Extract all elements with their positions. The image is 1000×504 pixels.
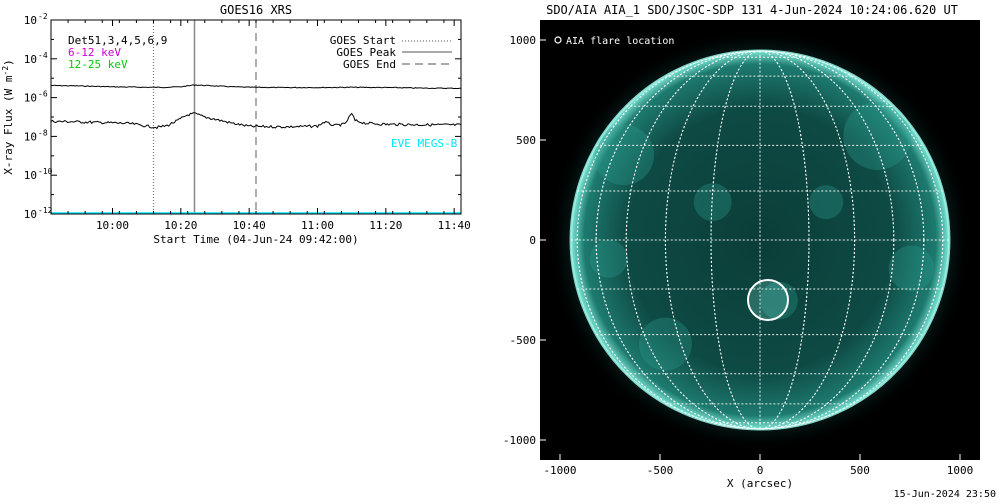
y-tick-exponent: -4 [38,51,48,60]
aia-image-title: SDO/AIA AIA_1 SDO/JSOC-SDP 131 4-Jun-202… [546,3,958,17]
aia-y-axis: -1000 -500 0 500 1000 [503,34,546,447]
flare-location-circle [747,279,789,321]
longitude-line [625,50,895,430]
flare-legend-label: AIA flare location [566,36,674,47]
plot-timestamp-footer: 15-Jun-2024 23:50 [894,489,996,500]
active-region-glow [843,101,912,170]
legend-goes-end: GOES End [343,58,396,71]
active-region-glow [638,317,692,371]
xrs-short-channel-series [51,112,461,130]
y-tick-exponent: -10 [38,167,53,176]
active-region-glow [888,245,935,292]
aia-x-axis-label: X (arcsec) [727,477,793,490]
longitude-line [710,50,810,430]
aia-y-tick-label: 500 [516,134,536,147]
y-tick-label: 10 [24,130,37,143]
active-region-glow [760,281,798,320]
legend-6-12-kev: 6-12 keV [68,46,121,59]
y-tick-label: 10 [24,53,37,66]
y-tick-exponent: -2 [38,12,48,21]
heliographic-grid [570,50,950,430]
y-tick-label: 10 [24,14,37,27]
xrs-long-channel-series [51,84,461,90]
longitude-line [576,50,944,430]
y-tick-label: 10 [24,208,37,221]
flare-location-marker [747,279,789,321]
goes-x-axis-label: Start Time (04-Jun-24 09:42:00) [153,233,358,246]
active-region-glow [593,124,655,186]
y-tick-label: 10 [24,92,37,105]
aia-x-tick-label: 1000 [947,464,974,477]
y-tick-exponent: -6 [38,90,48,99]
flare-legend-symbol [554,36,562,44]
goes-chart-title: GOES16 XRS [220,3,292,17]
aia-y-tick-label: 1000 [510,34,537,47]
x-tick-label: 10:40 [233,219,266,232]
x-tick-label: 10:00 [96,219,129,232]
eve-megs-b-label: EVE MEGS-B [391,137,458,150]
active-region-glow [809,185,844,220]
y-tick-label: 10 [24,169,37,182]
goes-y-axis-label: X-ray Flux (W m-2) [1,59,15,175]
goes-x-axis: 10:00 10:20 10:40 11:00 11:20 11:40 [50,20,471,232]
longitude-line [664,50,856,430]
legend-detectors: Det51,3,4,5,6,9 [68,34,167,47]
y-tick-exponent: -8 [38,128,48,137]
aia-x-axis: -1000 -500 0 500 1000 [543,454,973,477]
aia-y-tick-label: -500 [510,334,537,347]
legend-goes-start: GOES Start [330,34,396,47]
aia-x-tick-label: 500 [850,464,870,477]
x-tick-label: 11:20 [369,219,402,232]
legend-12-25-kev: 12-25 keV [68,58,128,71]
x-tick-label: 11:00 [301,219,334,232]
x-tick-label: 10:20 [164,219,197,232]
active-region-glow [693,183,732,222]
y-tick-exponent: -12 [38,206,53,215]
aia-x-tick-label: -500 [647,464,674,477]
aia-x-tick-label: 0 [757,464,764,477]
flare-brightening [748,280,788,320]
x-tick-label: 11:40 [438,219,471,232]
aia-image-panel: SDO/AIA AIA_1 SDO/JSOC-SDP 131 4-Jun-202… [503,3,996,500]
aia-x-tick-label: -1000 [543,464,576,477]
aia-y-tick-label: -1000 [503,434,536,447]
aia-y-tick-label: 0 [529,234,536,247]
legend-goes-peak: GOES Peak [336,46,396,59]
active-region-glow [589,240,628,278]
